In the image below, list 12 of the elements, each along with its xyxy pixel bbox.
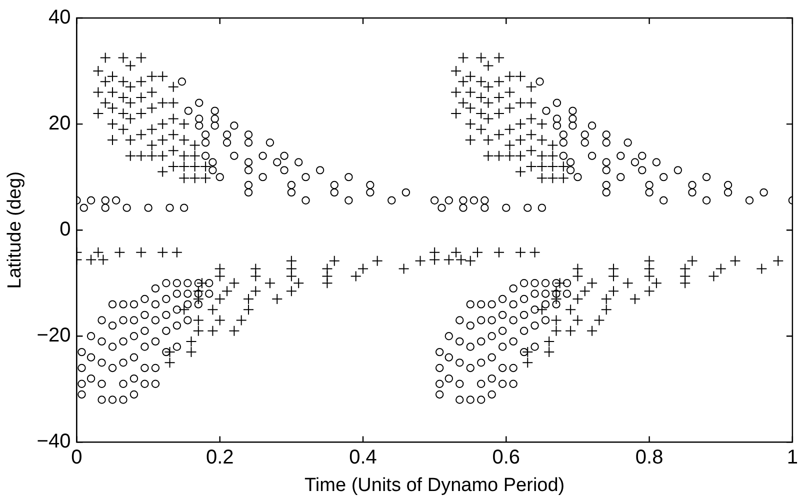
x-tick-label: 0.6 xyxy=(492,446,520,469)
x-tick-label: 0.4 xyxy=(349,446,377,469)
y-tick-label: −40 xyxy=(36,430,71,453)
x-tick-label: 0.8 xyxy=(635,446,664,469)
y-tick-label: 40 xyxy=(48,6,71,29)
x-axis-title: Time (Units of Dynamo Period) xyxy=(304,474,565,496)
x-tick-label: 0.2 xyxy=(206,446,234,469)
y-tick-label: 0 xyxy=(60,218,71,241)
y-tick-label: 20 xyxy=(48,112,71,135)
x-tick-label: 1 xyxy=(786,446,798,469)
y-tick-label: −20 xyxy=(36,324,71,347)
y-axis-title: Latitude (deg) xyxy=(4,171,26,289)
